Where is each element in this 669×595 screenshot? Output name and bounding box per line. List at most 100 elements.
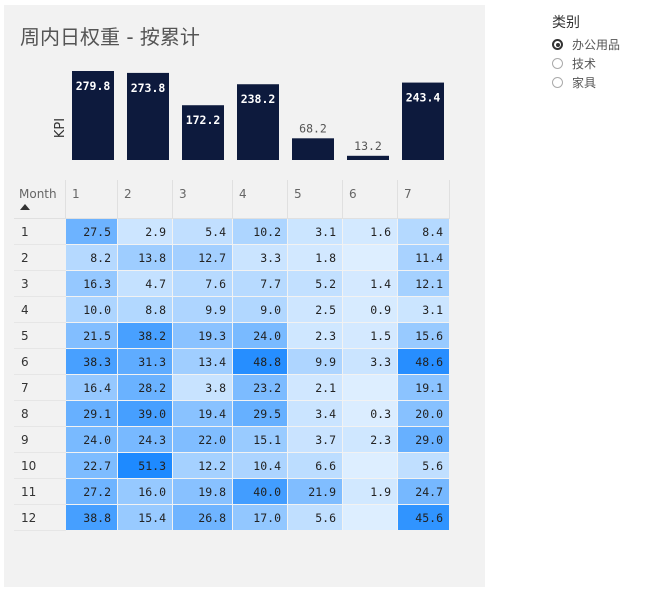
matrix-cell[interactable]: 12.2: [172, 452, 233, 479]
matrix-cell[interactable]: 19.1: [397, 374, 450, 401]
radio-icon[interactable]: [552, 58, 563, 69]
bar-5[interactable]: [292, 138, 334, 160]
matrix-cell[interactable]: [342, 374, 398, 401]
matrix-cell[interactable]: 27.2: [65, 478, 118, 505]
matrix-cell[interactable]: 5.6: [397, 452, 450, 479]
matrix-cell[interactable]: 23.2: [232, 374, 288, 401]
matrix-cell[interactable]: 2.3: [342, 426, 398, 453]
matrix-cell[interactable]: 8.4: [397, 218, 450, 245]
matrix-cell[interactable]: 38.2: [117, 322, 173, 349]
matrix-cell[interactable]: 5.4: [172, 218, 233, 245]
matrix-cell[interactable]: 9.9: [287, 348, 343, 375]
matrix-cell[interactable]: 19.4: [172, 400, 233, 427]
matrix-cell[interactable]: 19.3: [172, 322, 233, 349]
matrix-cell[interactable]: 10.0: [65, 296, 118, 323]
matrix-cell[interactable]: 45.6: [397, 504, 450, 531]
matrix-cell[interactable]: 24.3: [117, 426, 173, 453]
matrix-cell[interactable]: 22.0: [172, 426, 233, 453]
bar-1[interactable]: [72, 71, 114, 160]
matrix-cell[interactable]: 1.9: [342, 478, 398, 505]
matrix-cell[interactable]: 3.7: [287, 426, 343, 453]
matrix-cell[interactable]: 40.0: [232, 478, 288, 505]
matrix-cell[interactable]: 2.1: [287, 374, 343, 401]
matrix-cell[interactable]: 24.0: [232, 322, 288, 349]
matrix-cell[interactable]: 16.3: [65, 270, 118, 297]
matrix-cell[interactable]: 7.7: [232, 270, 288, 297]
radio-icon[interactable]: [552, 77, 563, 88]
column-header[interactable]: 2: [117, 180, 173, 219]
matrix-cell[interactable]: 16.0: [117, 478, 173, 505]
matrix-cell[interactable]: 38.8: [65, 504, 118, 531]
matrix-cell[interactable]: 15.1: [232, 426, 288, 453]
matrix-cell[interactable]: 1.6: [342, 218, 398, 245]
column-header[interactable]: 5: [287, 180, 343, 219]
matrix-cell[interactable]: 3.3: [232, 244, 288, 271]
bar-7[interactable]: [402, 82, 444, 160]
legend-item[interactable]: 技术: [552, 54, 620, 73]
matrix-cell[interactable]: 9.0: [232, 296, 288, 323]
column-header[interactable]: 3: [172, 180, 233, 219]
matrix-cell[interactable]: 48.8: [232, 348, 288, 375]
matrix-cell[interactable]: 29.0: [397, 426, 450, 453]
column-header[interactable]: 6: [342, 180, 398, 219]
matrix-cell[interactable]: 38.3: [65, 348, 118, 375]
sort-ascending-icon[interactable]: [20, 204, 30, 210]
column-header[interactable]: 4: [232, 180, 288, 219]
matrix-cell[interactable]: 7.6: [172, 270, 233, 297]
matrix-cell[interactable]: 15.4: [117, 504, 173, 531]
matrix-cell[interactable]: 6.6: [287, 452, 343, 479]
matrix-cell[interactable]: 5.2: [287, 270, 343, 297]
matrix-cell[interactable]: 26.8: [172, 504, 233, 531]
matrix-cell[interactable]: 24.7: [397, 478, 450, 505]
column-header[interactable]: 1: [65, 180, 118, 219]
bar-6[interactable]: [347, 155, 389, 160]
legend-item[interactable]: 家具: [552, 73, 620, 92]
matrix-cell[interactable]: 11.4: [397, 244, 450, 271]
matrix-cell[interactable]: 13.4: [172, 348, 233, 375]
matrix-cell[interactable]: [342, 244, 398, 271]
matrix-cell[interactable]: 19.8: [172, 478, 233, 505]
matrix-cell[interactable]: 0.9: [342, 296, 398, 323]
bar-3[interactable]: [182, 105, 224, 160]
matrix-cell[interactable]: 12.7: [172, 244, 233, 271]
matrix-cell[interactable]: 22.7: [65, 452, 118, 479]
matrix-cell[interactable]: 20.0: [397, 400, 450, 427]
matrix-cell[interactable]: 13.8: [117, 244, 173, 271]
matrix-cell[interactable]: 2.3: [287, 322, 343, 349]
matrix-cell[interactable]: 12.1: [397, 270, 450, 297]
matrix-cell[interactable]: 5.6: [287, 504, 343, 531]
matrix-cell[interactable]: 10.4: [232, 452, 288, 479]
legend-item[interactable]: 办公用品: [552, 35, 620, 54]
matrix-cell[interactable]: 31.3: [117, 348, 173, 375]
matrix-cell[interactable]: 3.4: [287, 400, 343, 427]
matrix-cell[interactable]: 3.1: [397, 296, 450, 323]
matrix-cell[interactable]: 48.6: [397, 348, 450, 375]
bar-2[interactable]: [127, 72, 169, 160]
matrix-cell[interactable]: 1.8: [287, 244, 343, 271]
matrix-cell[interactable]: 8.2: [65, 244, 118, 271]
matrix-cell[interactable]: 16.4: [65, 374, 118, 401]
matrix-cell[interactable]: 39.0: [117, 400, 173, 427]
matrix-cell[interactable]: 21.9: [287, 478, 343, 505]
matrix-cell[interactable]: 24.0: [65, 426, 118, 453]
matrix-cell[interactable]: 51.3: [117, 452, 173, 479]
matrix-cell[interactable]: 17.0: [232, 504, 288, 531]
matrix-cell[interactable]: 3.3: [342, 348, 398, 375]
matrix-cell[interactable]: 9.9: [172, 296, 233, 323]
matrix-cell[interactable]: 28.2: [117, 374, 173, 401]
row-header-month[interactable]: Month: [14, 180, 66, 219]
matrix-cell[interactable]: 15.6: [397, 322, 450, 349]
radio-icon[interactable]: [552, 39, 563, 50]
matrix-cell[interactable]: [342, 452, 398, 479]
matrix-cell[interactable]: 29.1: [65, 400, 118, 427]
matrix-cell[interactable]: 0.3: [342, 400, 398, 427]
matrix-cell[interactable]: 8.8: [117, 296, 173, 323]
matrix-cell[interactable]: 2.5: [287, 296, 343, 323]
matrix-cell[interactable]: 3.8: [172, 374, 233, 401]
column-header[interactable]: 7: [397, 180, 450, 219]
matrix-cell[interactable]: 27.5: [65, 218, 118, 245]
matrix-cell[interactable]: [342, 504, 398, 531]
matrix-cell[interactable]: 4.7: [117, 270, 173, 297]
matrix-cell[interactable]: 1.5: [342, 322, 398, 349]
matrix-cell[interactable]: 29.5: [232, 400, 288, 427]
